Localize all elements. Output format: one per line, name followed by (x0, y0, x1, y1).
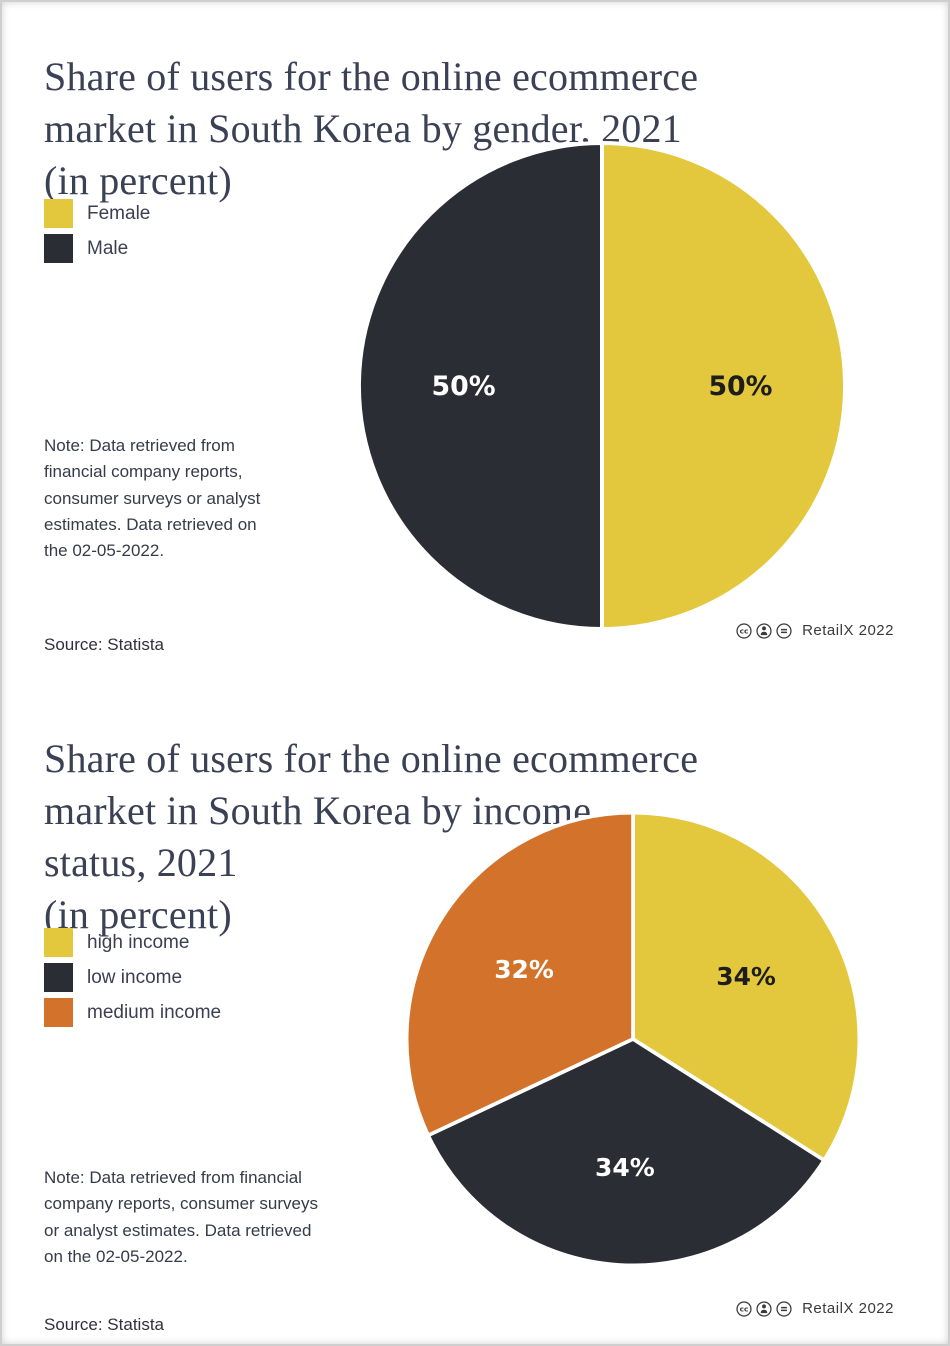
legend-swatch (44, 963, 73, 992)
pie-value-label: 34% (595, 1153, 655, 1182)
equals-icon (776, 1300, 792, 1317)
equals-icon (776, 622, 792, 639)
legend-gender: Female Male (44, 199, 150, 269)
chart-title-gender: Share of users for the online ecommerce m… (44, 53, 699, 203)
cc-icon: cc (736, 1300, 752, 1317)
pie-value-label: 34% (716, 962, 776, 991)
pie-slice-low-income (426, 1037, 826, 1268)
attribution-text: RetailX 2022 (802, 1300, 894, 1317)
source-text: Source: Statista (44, 635, 165, 654)
legend-label: medium income (87, 1001, 222, 1023)
legend-swatch (44, 998, 73, 1027)
legend-item: medium income (44, 998, 221, 1027)
attribution-gender: cc RetailX 2022 (736, 622, 894, 639)
person-icon (756, 622, 772, 639)
legend-label: high income (87, 931, 190, 953)
cc-icon: cc (736, 622, 752, 639)
legend-item: low income (44, 963, 221, 992)
pie-slice-male (357, 140, 604, 632)
person-icon (756, 1300, 772, 1317)
svg-text:cc: cc (740, 626, 749, 635)
legend-label: Female (87, 202, 151, 224)
legend-swatch (44, 234, 73, 263)
attribution-text: RetailX 2022 (802, 622, 894, 639)
attribution-income: cc RetailX 2022 (736, 1300, 894, 1317)
legend-label: Male (87, 237, 129, 259)
legend-swatch (44, 199, 73, 228)
legend-label: low income (87, 966, 183, 988)
pie-slice-medium-income (404, 810, 635, 1138)
pie-value-label: 50% (708, 371, 772, 402)
legend-swatch (44, 928, 73, 957)
pie-chart-income: 34% 34% 32% (404, 810, 862, 1268)
legend-income: high income low income medium income (44, 928, 221, 1033)
svg-text:cc: cc (740, 1304, 749, 1313)
pie-value-label: 50% (431, 371, 495, 402)
legend-item: Female (44, 199, 150, 228)
legend-item: Male (44, 234, 150, 263)
pie-value-label: 32% (494, 955, 554, 984)
pie-slice-female (600, 140, 847, 632)
source-text: Source: Statista (44, 1315, 165, 1334)
note-text: Note: Data retrieved from financial comp… (44, 1168, 318, 1267)
note-text: Note: Data retrieved from financial comp… (44, 436, 261, 561)
chart-title-income: Share of users for the online ecommerce m… (44, 735, 699, 937)
pie-chart-gender: 50% 50% (357, 140, 847, 632)
legend-item: high income (44, 928, 221, 957)
